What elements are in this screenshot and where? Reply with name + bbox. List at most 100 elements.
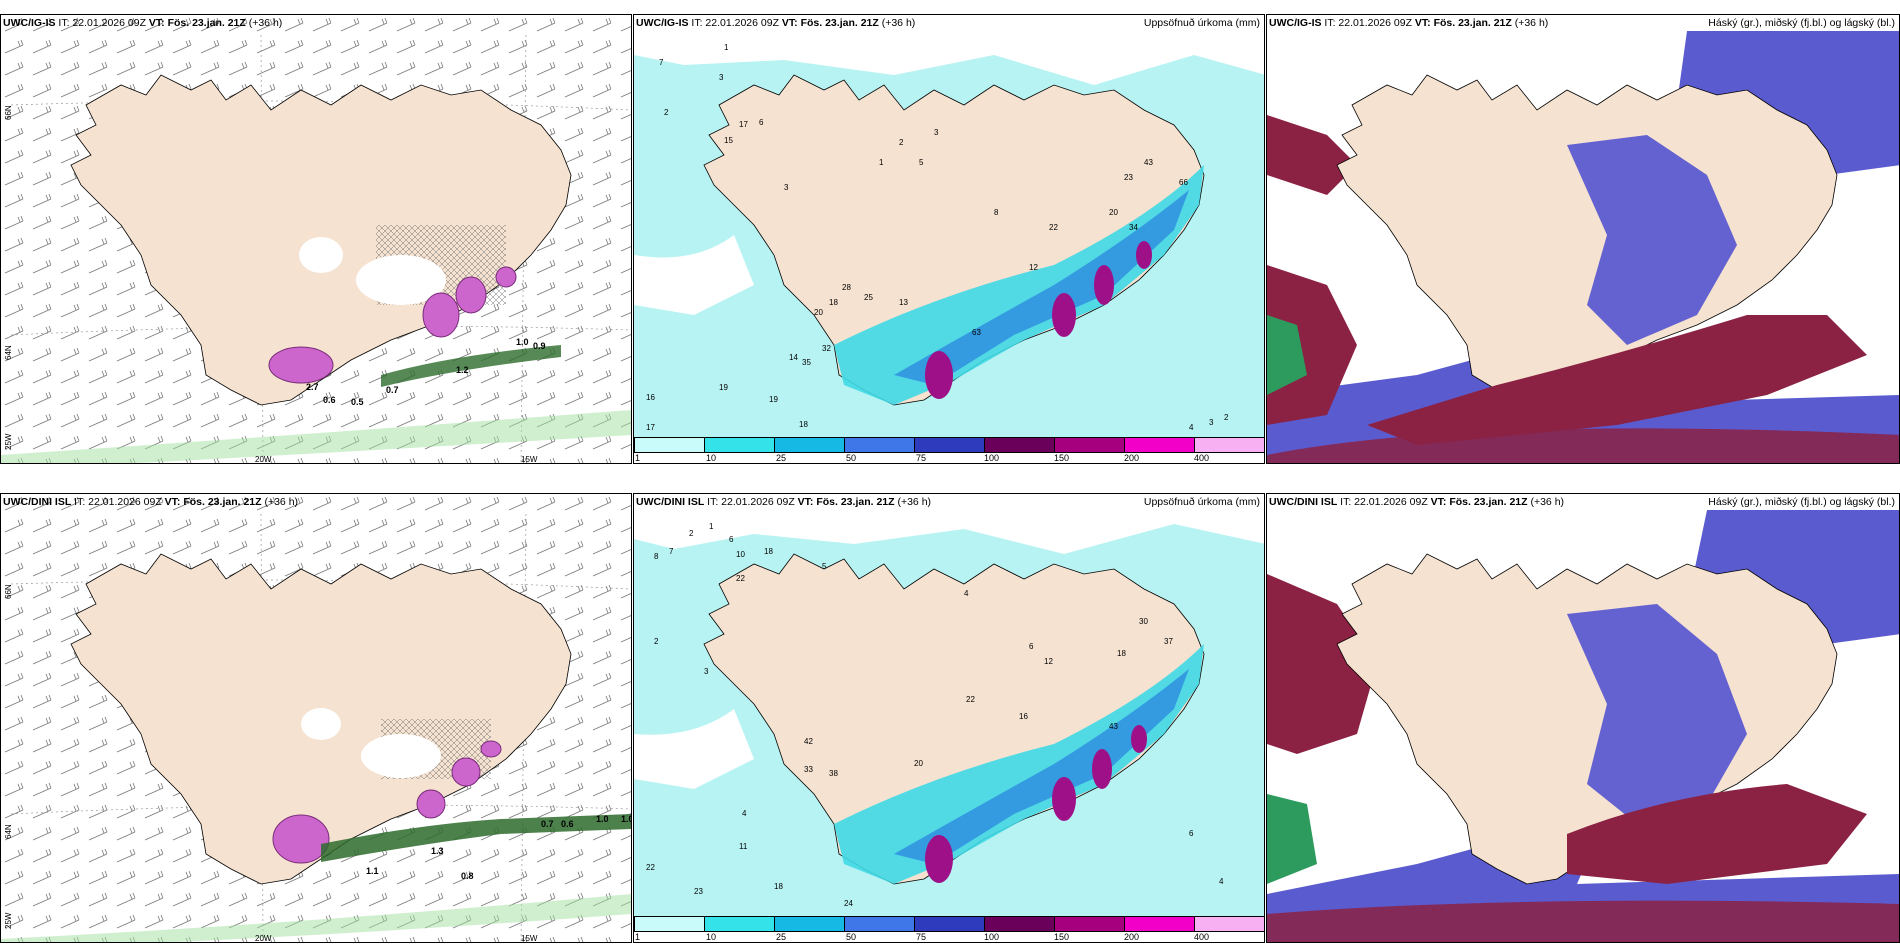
legend-label: 25: [776, 453, 787, 463]
precip-value: 25: [864, 293, 873, 302]
panel-bottom-right: UWC/DINI ISL IT: 22.01.2026 09Z VT: Fös.…: [1266, 493, 1900, 943]
lat-label: 25W: [4, 433, 13, 450]
legend-label: 1: [635, 453, 641, 463]
precip-value: 3: [1209, 418, 1214, 427]
cloud-map: [1267, 31, 1899, 463]
precip-value: 8: [994, 208, 999, 217]
radar-label: 2.7: [306, 382, 319, 392]
precip-value: 5: [919, 158, 924, 167]
precip-value: 20: [1109, 208, 1118, 217]
radar-wind-map: 1.0 0.9 0.5 0.7 0.6 2.7 1.2: [1, 15, 631, 463]
legend-swatch: [1124, 916, 1196, 932]
legend-swatch: [704, 437, 776, 453]
precip-map: 1 2 8 7 6 10 18 22 3 2 5 4 6 12 22 18 30…: [634, 510, 1264, 924]
lon-label: 20W: [255, 934, 272, 943]
precip-value: 17: [646, 423, 655, 432]
radar-label: 1.0: [596, 814, 609, 824]
panel-header: UWC/DINI ISL IT: 22.01.2026 09Z VT: Fös.…: [636, 496, 932, 508]
precip-value: 12: [1044, 657, 1053, 666]
precip-value: 7: [669, 547, 674, 556]
precip-value: 43: [1144, 158, 1153, 167]
precip-value: 23: [1124, 173, 1133, 182]
precip-value: 11: [739, 842, 748, 851]
precip-value: 6: [1029, 642, 1034, 651]
panel-header: UWC/DINI ISL IT: 22.01.2026 09Z VT: Fös.…: [1269, 496, 1565, 508]
precip-peak: [925, 725, 1147, 883]
legend-swatch: [1194, 916, 1264, 932]
panel-top-right: UWC/IG-IS IT: 22.01.2026 09Z VT: Fös. 23…: [1266, 14, 1900, 464]
precip-peak: [925, 241, 1152, 399]
radar-label: 1.0: [621, 814, 632, 824]
radar-label: 0.7: [541, 819, 554, 829]
panel-variable-title: Háský (gr.), miðský (fj.bl.) og lágský (…: [1708, 496, 1895, 508]
panel-variable-title: Háský (gr.), miðský (fj.bl.) og lágský (…: [1708, 17, 1895, 29]
radar-band: [321, 814, 631, 862]
legend-swatch: [1054, 916, 1126, 932]
radar-label: 0.9: [533, 341, 546, 351]
legend-label: 75: [916, 453, 927, 463]
legend-label: 50: [846, 453, 857, 463]
precip-value: 18: [764, 547, 773, 556]
precip-value: 20: [914, 759, 923, 768]
lat-label: 64N: [4, 345, 13, 360]
iceland-land: [1336, 553, 1838, 885]
precip-value: 3: [934, 128, 939, 137]
panel-header: UWC/DINI ISL IT: 22.01.2026 09Z VT: Fös.…: [3, 496, 299, 508]
legend-swatch: [984, 437, 1056, 453]
legend-label: 150: [1054, 932, 1070, 942]
precip-value: 19: [719, 383, 728, 392]
precip-value: 66: [1179, 178, 1188, 187]
precip-value: 22: [1049, 223, 1058, 232]
legend-swatch: [1194, 437, 1264, 453]
precip-value: 3: [719, 73, 724, 82]
precip-value: 2: [664, 108, 669, 117]
precip-value: 17: [739, 120, 748, 129]
precip-value: 13: [899, 298, 908, 307]
precip-value: 16: [646, 393, 655, 402]
legend-swatch: [984, 916, 1056, 932]
legend-label: 400: [1194, 932, 1210, 942]
high-cloud: [1267, 115, 1357, 195]
radar-echo-cluster: [268, 266, 517, 384]
panel-top-left: UWC/IG-IS IT: 22.01.2026 09Z VT: Fös. 23…: [0, 14, 632, 464]
precip-value: 2: [654, 637, 659, 646]
precip-value: 19: [769, 395, 778, 404]
legend-swatch: [1054, 437, 1126, 453]
precip-value: 20: [814, 308, 823, 317]
precip-value: 22: [966, 695, 975, 704]
radar-band: [381, 345, 561, 387]
precip-value: 15: [724, 136, 733, 145]
legend-label: 400: [1194, 453, 1210, 463]
precip-value: 1: [879, 158, 884, 167]
precip-value: 22: [646, 863, 655, 872]
high-cloud: [1567, 784, 1867, 884]
precip-value: 1: [709, 522, 714, 531]
precip-value: 42: [804, 737, 813, 746]
precip-value: 4: [1219, 877, 1224, 886]
legend-label: 75: [916, 932, 927, 942]
glacier: [361, 734, 441, 778]
precip-value: 37: [1164, 637, 1173, 646]
radar-label: 0.5: [351, 397, 364, 407]
legend-swatch: [774, 437, 846, 453]
precip-legend: 1 10 25 50 75 100 150 200 400: [634, 437, 1264, 463]
radar-label: 1.2: [456, 365, 469, 375]
low-cloud: [1267, 315, 1307, 395]
legend-swatch: [774, 916, 846, 932]
lon-label: 15W: [521, 934, 538, 943]
legend-label: 100: [984, 932, 1000, 942]
precip-value: 2: [1224, 413, 1229, 422]
legend-swatch: [704, 916, 776, 932]
legend-swatch: [844, 916, 916, 932]
precip-value: 6: [759, 118, 764, 127]
precip-value: 3: [704, 667, 709, 676]
lat-label: 66N: [4, 105, 13, 120]
radar-label: 0.8: [461, 871, 474, 881]
precip-value: 35: [802, 358, 811, 367]
precip-value: 10: [736, 550, 745, 559]
legend-swatch: [634, 916, 706, 932]
precip-value: 6: [729, 535, 734, 544]
panel-header: UWC/IG-IS IT: 22.01.2026 09Z VT: Fös. 23…: [636, 17, 916, 29]
legend-swatch: [634, 437, 706, 453]
high-cloud: [1367, 315, 1867, 445]
